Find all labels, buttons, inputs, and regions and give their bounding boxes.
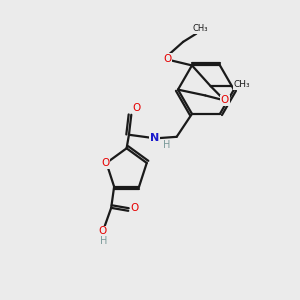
Text: O: O (133, 103, 141, 113)
Text: O: O (101, 158, 110, 168)
Text: O: O (99, 226, 107, 236)
Text: H: H (163, 140, 170, 150)
Text: O: O (220, 95, 229, 106)
Text: N: N (150, 133, 159, 143)
Text: O: O (164, 54, 172, 64)
Text: H: H (100, 236, 107, 246)
Text: O: O (130, 203, 139, 214)
Text: CH₃: CH₃ (192, 24, 208, 33)
Text: CH₃: CH₃ (233, 80, 250, 89)
